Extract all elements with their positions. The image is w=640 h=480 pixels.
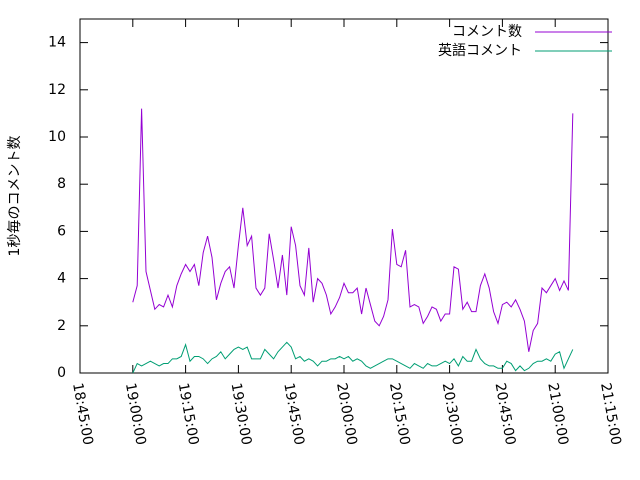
- y-tick-label: 0: [57, 365, 66, 381]
- x-tick-label: 21:00:00: [544, 382, 571, 447]
- x-tick-label: 20:15:00: [386, 382, 413, 447]
- x-tick-label: 19:45:00: [280, 382, 307, 447]
- x-tick-label: 20:45:00: [492, 382, 519, 447]
- x-tick-label: 19:00:00: [122, 382, 149, 447]
- y-tick-label: 4: [57, 271, 66, 287]
- legend-label: 英語コメント: [438, 42, 522, 59]
- data-line: [132, 341, 574, 374]
- x-tick-label: 19:30:00: [228, 382, 255, 447]
- plot-frame: [79, 18, 609, 374]
- y-tick-label: 12: [48, 82, 66, 98]
- data-line: [132, 108, 574, 352]
- y-tick-label: 8: [57, 176, 66, 192]
- x-tick-label: 19:15:00: [175, 382, 202, 447]
- y-tick-label: 2: [57, 318, 66, 334]
- y-axis-label: 1秒毎のコメント数: [7, 136, 23, 257]
- y-tick-label: 14: [48, 35, 66, 51]
- x-tick-label: 20:00:00: [333, 382, 360, 447]
- y-tick-label: 10: [48, 129, 66, 145]
- x-tick-label: 20:30:00: [439, 382, 466, 447]
- y-tick-label: 6: [57, 223, 66, 239]
- x-tick-label: 21:15:00: [597, 382, 624, 447]
- x-tick-label: 18:45:00: [69, 382, 96, 447]
- legend-label: コメント数: [452, 24, 522, 40]
